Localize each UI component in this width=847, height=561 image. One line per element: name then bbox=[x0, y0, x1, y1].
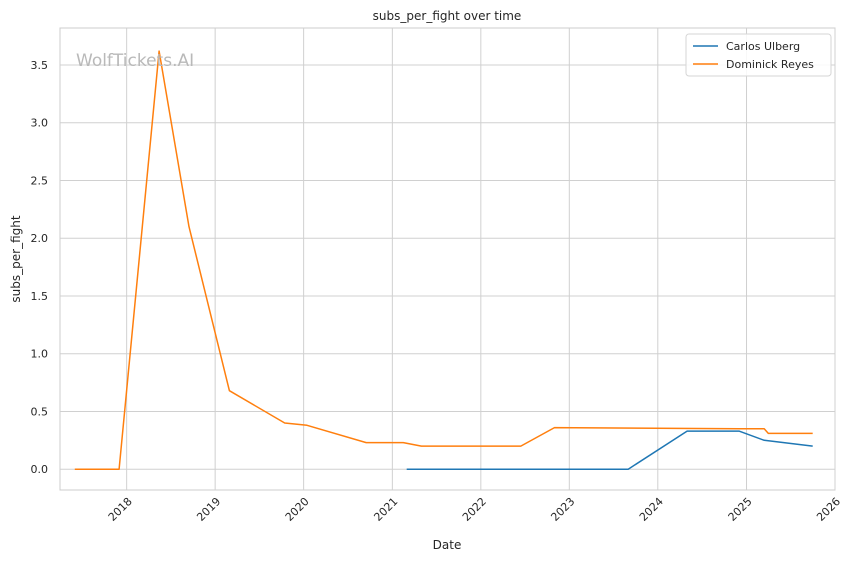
chart-title: subs_per_fight over time bbox=[373, 9, 522, 23]
x-tick-label: 2025 bbox=[726, 495, 755, 524]
y-tick-label: 2.0 bbox=[31, 232, 49, 245]
x-tick-label: 2020 bbox=[283, 495, 312, 524]
x-tick-label: 2023 bbox=[548, 495, 577, 524]
legend-box bbox=[685, 33, 832, 77]
legend: Carlos Ulberg Dominick Reyes bbox=[685, 33, 832, 77]
x-tick-label: 2024 bbox=[637, 495, 666, 524]
x-axis-label: Date bbox=[433, 538, 462, 552]
plot-area bbox=[59, 27, 836, 491]
x-tick-label: 2019 bbox=[194, 495, 223, 524]
y-tick-labels: 0.0 0.5 1.0 1.5 2.0 2.5 3.0 3.5 bbox=[31, 59, 49, 476]
legend-label-carlos-ulberg: Carlos Ulberg bbox=[726, 40, 800, 53]
y-tick-label: 0.0 bbox=[31, 463, 49, 476]
grid-lines bbox=[60, 28, 836, 490]
x-tick-label: 2018 bbox=[106, 495, 135, 524]
watermark: WolfTickets.AI bbox=[76, 51, 194, 71]
x-tick-label: 2026 bbox=[814, 495, 843, 524]
y-tick-label: 1.5 bbox=[31, 290, 49, 303]
y-tick-label: 1.0 bbox=[31, 348, 49, 361]
series-line-carlos-ulberg bbox=[406, 430, 813, 470]
y-tick-label: 2.5 bbox=[31, 174, 49, 187]
x-tick-labels: 2018 2019 2020 2021 2022 2023 2024 2025 2026 bbox=[106, 495, 843, 524]
legend-label-dominick-reyes: Dominick Reyes bbox=[726, 58, 814, 71]
y-tick-label: 3.5 bbox=[31, 59, 49, 72]
y-axis-label: subs_per_fight bbox=[9, 215, 23, 302]
y-tick-label: 3.0 bbox=[31, 117, 49, 130]
x-tick-label: 2022 bbox=[460, 495, 489, 524]
series-lines bbox=[74, 50, 813, 470]
series-line-dominick-reyes bbox=[74, 50, 813, 470]
x-tick-label: 2021 bbox=[371, 495, 400, 524]
y-tick-label: 0.5 bbox=[31, 405, 49, 418]
